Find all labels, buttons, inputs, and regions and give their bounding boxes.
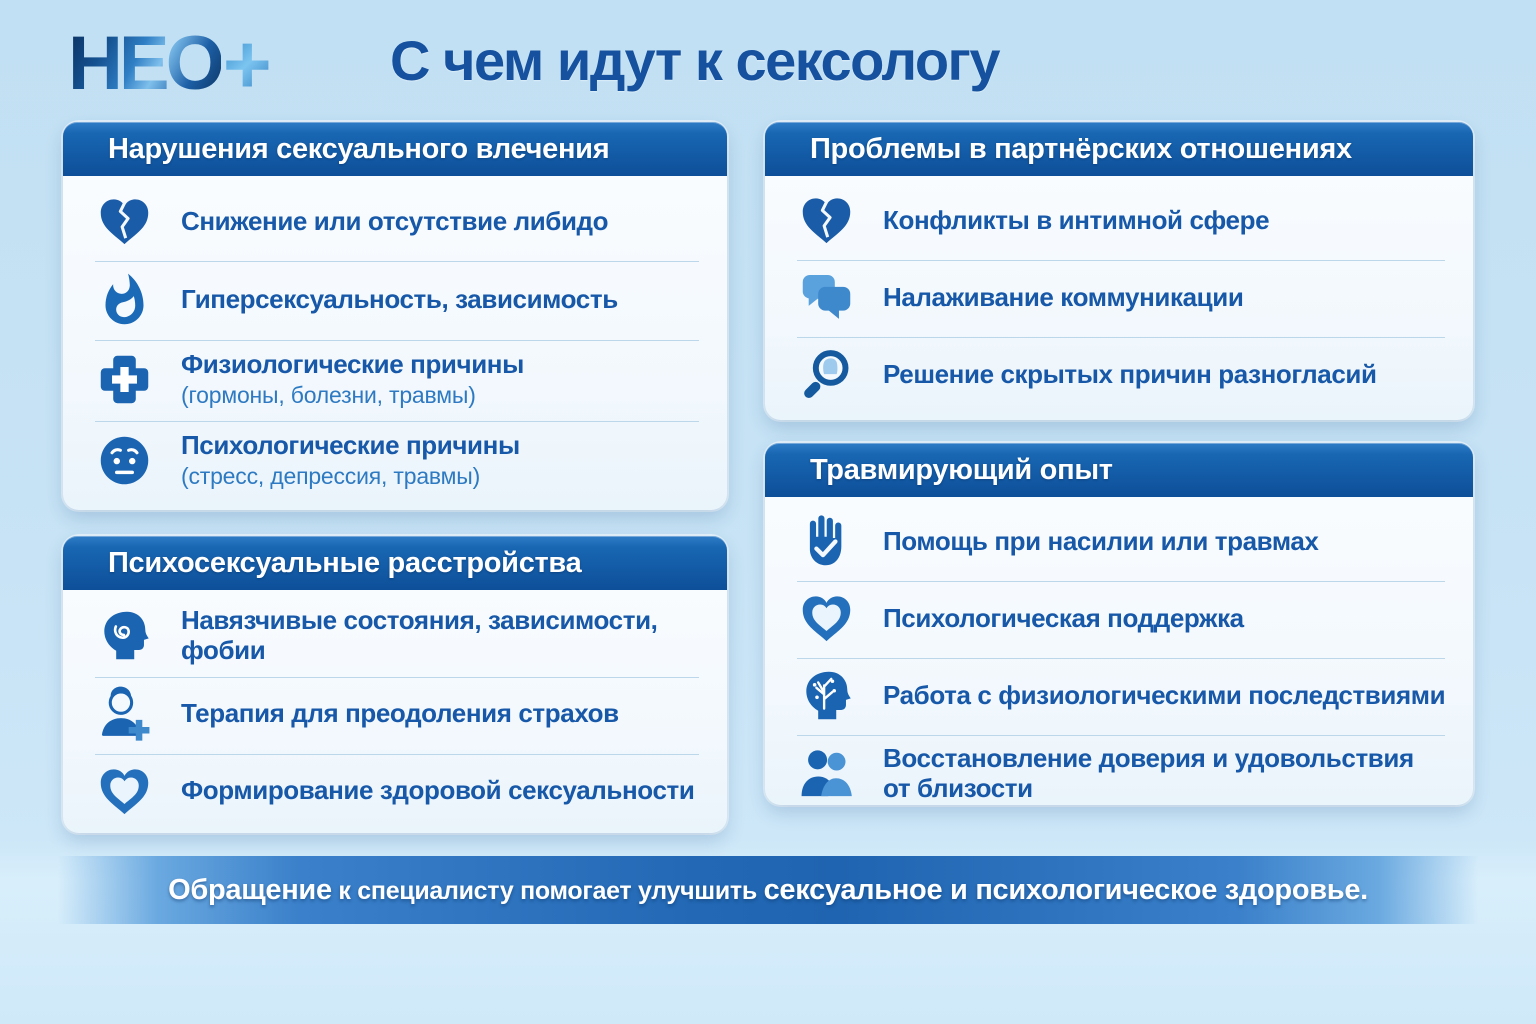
- item-text: Психологические причины: [181, 430, 520, 461]
- broken-heart-icon: [795, 192, 857, 249]
- item-text: Помощь при насилии или травмах: [883, 525, 1319, 556]
- item-text: Конфликты в интимной сфере: [883, 204, 1270, 235]
- list-item: Навязчивые состояния, зависимости, фобии: [93, 596, 701, 678]
- head-tree-icon: [795, 667, 857, 724]
- footer-banner: Обращение к специалисту помогает улучшит…: [58, 856, 1478, 924]
- item-text: Навязчивые состояния, зависимости, фобии: [181, 605, 658, 665]
- person-plus-icon: [93, 686, 155, 743]
- list-item: Восстановление доверия и удовольствия от…: [795, 734, 1447, 814]
- head-spiral-icon: [93, 607, 155, 664]
- hand-check-icon: [795, 513, 857, 570]
- card-traumatic-experience: Травмирующий опыт Помощь при насилии или…: [765, 443, 1473, 805]
- item-text: Решение скрытых причин разногласий: [883, 358, 1377, 389]
- card-body: Конфликты в интимной сфере Налаживание к…: [765, 176, 1473, 421]
- footer-text: Обращение к специалисту помогает улучшит…: [168, 874, 1368, 907]
- item-text: Восстановление доверия и удовольствия от…: [883, 743, 1414, 803]
- broken-heart-icon: [93, 193, 155, 250]
- card-body: Помощь при насилии или травмах Психологи…: [765, 497, 1473, 822]
- list-item: Гиперсексуальность, зависимость: [93, 262, 701, 341]
- card-title: Нарушения сексуального влечения: [108, 132, 610, 165]
- card-header: Проблемы в партнёрских отношениях: [765, 122, 1473, 176]
- card-header: Психосексуальные расстройства: [63, 536, 727, 590]
- worried-face-icon: [93, 432, 155, 489]
- list-item: Снижение или отсутствие либидо: [93, 183, 701, 263]
- heart-in-heart-icon: [93, 763, 155, 820]
- item-subtext: (гормоны, болезни, травмы): [181, 382, 476, 409]
- card-body: Снижение или отсутствие либидо Гиперсекс…: [63, 176, 727, 510]
- card-partner-relationship-problems: Проблемы в партнёрских отношениях Конфли…: [765, 122, 1473, 420]
- item-text: Гиперсексуальность, зависимость: [181, 284, 618, 315]
- item-subtext: (стресс, депрессия, травмы): [181, 463, 481, 489]
- item-text: Психологическая поддержка: [883, 602, 1244, 633]
- flame-icon: [93, 272, 155, 329]
- list-item: Работа с физиологическими последствиями: [795, 657, 1447, 736]
- heart-in-heart-icon: [795, 590, 857, 647]
- card-header: Нарушения сексуального влечения: [63, 122, 727, 176]
- couple-icon: [795, 745, 857, 802]
- list-item: Налаживание коммуникации: [795, 259, 1447, 338]
- neo-plus-logo: НЕО +: [68, 18, 272, 106]
- list-item: Решение скрытых причин разногласий: [795, 336, 1447, 413]
- item-text: Терапия для преодоления страхов: [181, 698, 619, 729]
- item-text: Работа с физиологическими последствиями: [883, 679, 1446, 710]
- item-text: Формирование здоровой сексуальности: [181, 775, 695, 806]
- list-item: Конфликты в интимной сфере: [795, 182, 1447, 261]
- card-sexual-desire-disorders: Нарушения сексуального влечения Снижение…: [63, 122, 727, 510]
- item-text: Физиологические причины: [181, 349, 524, 380]
- card-title: Травмирующий опыт: [810, 453, 1113, 486]
- card-title: Психосексуальные расстройства: [108, 546, 582, 579]
- card-body: Навязчивые состояния, зависимости, фобии…: [63, 590, 727, 838]
- footer-text-bold-end: сексуальное и психологическое здоровье.: [763, 873, 1369, 906]
- page-title: С чем идут к сексологу: [390, 29, 1001, 92]
- medical-cross-icon: [93, 351, 155, 408]
- card-title: Проблемы в партнёрских отношениях: [810, 132, 1352, 165]
- list-item: Помощь при насилии или травмах: [795, 503, 1447, 582]
- list-item: Физиологические причины (гормоны, болезн…: [93, 340, 701, 423]
- card-header: Травмирующий опыт: [765, 443, 1473, 497]
- footer-text-middle: к специалисту помогает улучшить: [331, 876, 764, 905]
- list-item: Формирование здоровой сексуальности: [93, 753, 701, 830]
- magnifier-head-icon: [795, 346, 857, 403]
- card-psychosexual-disorders: Психосексуальные расстройства Навязчивые…: [63, 536, 727, 833]
- list-item: Психологические причины (стресс, депресс…: [93, 421, 701, 500]
- list-item: Терапия для преодоления страхов: [93, 676, 701, 755]
- logo-plus-icon: +: [222, 17, 272, 111]
- chat-bubbles-icon: [795, 269, 857, 326]
- logo-text: НЕО: [68, 21, 225, 106]
- footer-text-bold-start: Обращение: [168, 873, 332, 906]
- list-item: Психологическая поддержка: [795, 580, 1447, 659]
- item-text: Налаживание коммуникации: [883, 281, 1244, 312]
- item-text: Снижение или отсутствие либидо: [181, 205, 609, 236]
